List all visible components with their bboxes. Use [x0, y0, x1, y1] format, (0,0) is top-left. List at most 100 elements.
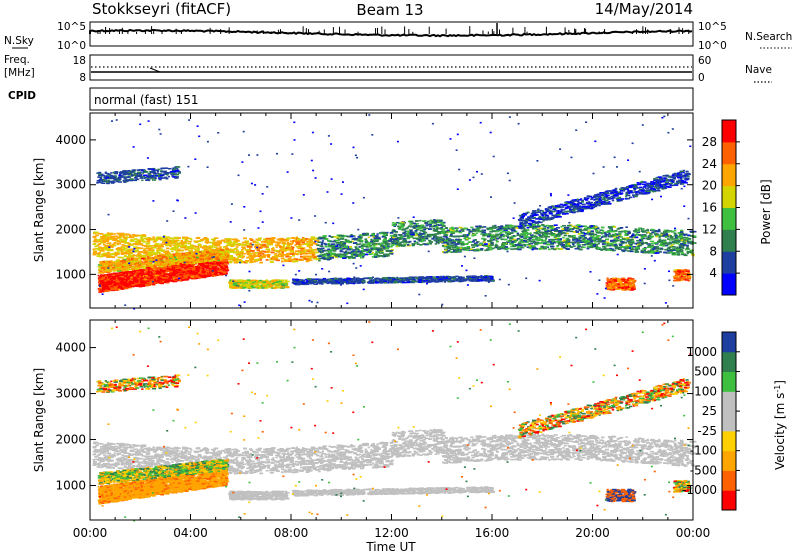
power-cell — [591, 242, 596, 245]
power-cell — [108, 234, 111, 236]
power-cell — [275, 254, 279, 257]
power-cell — [233, 251, 236, 254]
power-cell — [348, 252, 352, 254]
power-cell — [686, 247, 689, 250]
power-cell — [283, 258, 287, 261]
nave-tick-top: 60 — [698, 55, 711, 67]
power-cell — [371, 248, 374, 251]
power-cell — [604, 247, 607, 249]
power-cell — [689, 235, 694, 237]
power-cell — [666, 250, 670, 252]
power-cell — [549, 225, 554, 227]
power-cell — [295, 241, 300, 243]
power-cell — [242, 255, 245, 258]
power-cell — [95, 234, 99, 237]
power-cell — [238, 252, 242, 254]
power-cell — [548, 248, 551, 251]
power-cell — [295, 245, 299, 248]
power-cell — [455, 238, 460, 241]
power-cell — [646, 243, 651, 245]
power-cell — [322, 235, 327, 237]
power-cell — [484, 249, 488, 252]
power-cell — [189, 244, 194, 246]
power-cell — [535, 237, 539, 240]
power-cell — [120, 234, 124, 236]
power-cell — [236, 260, 239, 262]
power-cell — [273, 258, 278, 261]
power-cell — [596, 248, 599, 250]
power-cell — [601, 236, 604, 238]
power-cell — [668, 239, 674, 241]
power-cell — [532, 225, 537, 228]
power-cell — [327, 250, 331, 253]
power-cell — [415, 228, 420, 231]
power-cell — [225, 244, 231, 247]
power-cell — [165, 244, 170, 247]
power-cell — [106, 255, 111, 257]
power-cell — [135, 246, 140, 249]
power-cell — [459, 248, 463, 251]
power-cell — [320, 247, 325, 250]
power-cell — [531, 245, 536, 247]
power-cell — [349, 246, 352, 248]
power-cell — [103, 246, 106, 248]
power-cell — [285, 247, 289, 250]
power-cell — [450, 232, 455, 234]
power-cell — [98, 251, 101, 254]
power-cell — [266, 240, 271, 242]
power-cell — [418, 232, 421, 234]
power-cell — [417, 239, 422, 241]
power-cell — [677, 236, 680, 238]
power-cell — [120, 246, 123, 248]
power-cell — [425, 224, 429, 227]
power-cell — [616, 239, 619, 242]
power-cell — [108, 238, 112, 241]
power-cell — [489, 231, 494, 233]
power-cell — [430, 233, 434, 236]
power-cell — [563, 227, 568, 230]
power-cell — [419, 229, 424, 232]
power-cell — [141, 244, 145, 247]
power-cell — [206, 247, 211, 249]
power-cell — [446, 249, 450, 252]
power-cell — [105, 248, 108, 251]
power-cell — [545, 237, 548, 240]
power-cell — [663, 251, 667, 254]
power-cell — [444, 235, 448, 238]
power-cell — [648, 246, 652, 248]
power-cell — [203, 245, 207, 247]
power-cell — [462, 247, 466, 249]
power-cell — [249, 246, 253, 248]
power-cell — [301, 248, 305, 251]
power-cell — [513, 239, 519, 241]
power-cell — [328, 245, 331, 248]
power-cell — [464, 235, 469, 238]
power-cell — [448, 238, 452, 241]
freq-label: Freq. — [4, 54, 30, 66]
power-cell — [644, 242, 648, 244]
power-cell — [156, 245, 161, 248]
power-cell — [136, 239, 140, 241]
power-cell — [557, 230, 562, 232]
power-cell — [139, 234, 144, 237]
power-cell — [419, 219, 422, 222]
power-cell — [496, 240, 499, 243]
power-cell — [579, 241, 582, 244]
power-cell — [370, 247, 373, 250]
power-cell — [316, 244, 320, 246]
power-cell — [206, 247, 209, 250]
power-cell — [414, 241, 418, 244]
power-cell — [371, 239, 374, 242]
power-cell — [110, 235, 114, 238]
power-cell — [595, 235, 599, 238]
power-cell — [394, 222, 397, 225]
power-cell — [235, 244, 240, 246]
power-cell — [438, 236, 443, 239]
power-cell — [675, 239, 679, 241]
power-cell — [138, 241, 142, 244]
power-cell — [94, 245, 98, 248]
power-cell — [173, 245, 176, 248]
power-cell — [667, 238, 670, 240]
power-cell — [512, 238, 516, 241]
power-cell — [391, 224, 396, 226]
